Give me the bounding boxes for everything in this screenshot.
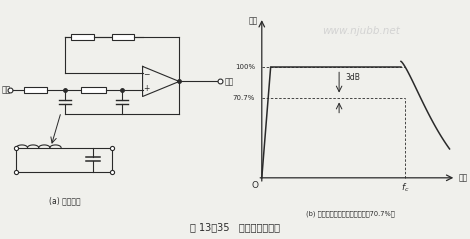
Text: +: + — [143, 84, 149, 92]
Bar — [112, 34, 134, 40]
Text: (a) 仿真电感: (a) 仿真电感 — [49, 196, 81, 205]
Text: 增益: 增益 — [248, 17, 258, 26]
Text: 3dB: 3dB — [346, 73, 360, 82]
Text: (b) 截止频率处于增益降到最大值70.7%处: (b) 截止频率处于增益降到最大值70.7%处 — [306, 211, 394, 217]
Text: $f_c$: $f_c$ — [401, 182, 410, 194]
Bar — [24, 87, 47, 93]
Text: 频率: 频率 — [458, 173, 468, 182]
Text: 70.7%: 70.7% — [233, 94, 255, 101]
Text: O: O — [251, 181, 258, 190]
Text: 图 13－35   有源低通滤波器: 图 13－35 有源低通滤波器 — [190, 222, 280, 232]
Text: www.njubb.net: www.njubb.net — [322, 26, 400, 36]
Text: 100%: 100% — [235, 64, 255, 71]
Text: 输出: 输出 — [225, 77, 235, 86]
Text: 输入: 输入 — [2, 85, 11, 94]
Bar — [71, 34, 94, 40]
Bar — [81, 87, 106, 93]
Text: −: − — [143, 70, 149, 79]
